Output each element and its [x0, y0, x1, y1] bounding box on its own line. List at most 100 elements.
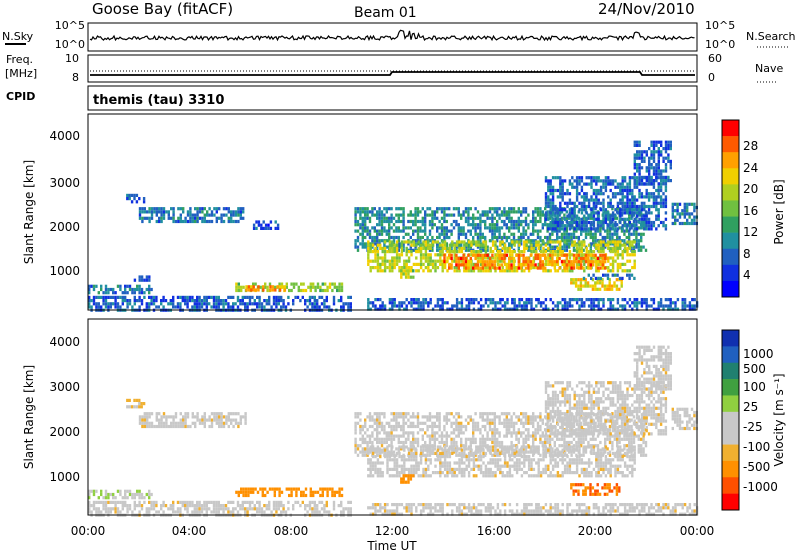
- velocity-cell: [457, 415, 460, 419]
- velocity-cell: [121, 500, 124, 504]
- velocity-cell: [308, 500, 312, 504]
- power-cell: [246, 302, 249, 306]
- power-cell: [506, 298, 509, 302]
- power-cell: [366, 210, 369, 214]
- power-cell: [570, 281, 573, 285]
- power-cell: [367, 250, 370, 254]
- power-cell: [645, 188, 648, 193]
- power-cell: [498, 229, 501, 233]
- power-cell: [549, 185, 552, 189]
- power-cell: [422, 269, 425, 273]
- power-cell: [155, 219, 158, 224]
- power-cell: [443, 216, 446, 220]
- power-cell: [640, 245, 643, 249]
- power-cell: [443, 229, 446, 233]
- power-cell: [126, 305, 129, 309]
- power-cell: [441, 301, 444, 305]
- power-cell: [524, 266, 528, 270]
- power-cell: [491, 298, 495, 302]
- power-cell: [508, 213, 511, 217]
- power-cell: [626, 273, 629, 277]
- power-cell: [635, 242, 638, 246]
- velocity-cell: [479, 450, 482, 454]
- power-cell: [616, 269, 620, 273]
- power-cell: [585, 217, 588, 221]
- power-cell: [571, 269, 574, 273]
- power-cell: [604, 208, 608, 212]
- power-cell: [172, 299, 175, 303]
- power-cell: [254, 288, 258, 292]
- power-cell: [371, 301, 375, 305]
- power-cell: [686, 212, 689, 216]
- power-cell: [424, 243, 428, 247]
- power-cell: [623, 217, 627, 221]
- power-cell: [403, 269, 406, 273]
- power-cell: [577, 287, 580, 291]
- velocity-cell: [208, 415, 211, 419]
- power-cell: [402, 245, 405, 249]
- power-cell: [640, 298, 644, 302]
- power-cell: [512, 223, 516, 227]
- velocity-cell: [282, 510, 285, 514]
- power-cell: [621, 304, 624, 308]
- power-cell: [402, 216, 405, 220]
- power-cell: [493, 216, 496, 220]
- power-cell: [669, 298, 672, 302]
- velocity-cell: [133, 492, 136, 497]
- power-cell: [667, 156, 670, 160]
- power-cell: [522, 210, 525, 214]
- power-cell: [215, 295, 218, 299]
- velocity-cell: [469, 418, 472, 422]
- power-cell: [633, 185, 636, 189]
- power-cell: [467, 307, 471, 311]
- power-cell: [364, 216, 367, 220]
- power-cell: [580, 301, 584, 305]
- velocity-cell: [354, 428, 357, 432]
- power-cell: [407, 272, 410, 276]
- power-cell: [252, 226, 256, 230]
- power-cell: [571, 298, 574, 302]
- power-cell: [361, 239, 364, 243]
- velocity-cell: [220, 415, 223, 419]
- power-cell: [280, 305, 283, 309]
- power-cell: [424, 256, 428, 260]
- velocity-cell: [124, 504, 127, 508]
- power-cell: [608, 229, 612, 233]
- power-cell: [635, 227, 639, 231]
- power-cell: [657, 208, 660, 212]
- power-cell: [337, 299, 340, 303]
- power-cell: [379, 307, 382, 311]
- power-cell: [356, 210, 360, 214]
- power-cell: [474, 263, 477, 267]
- power-cell: [443, 219, 446, 224]
- power-cell: [503, 246, 507, 250]
- power-cell: [599, 188, 603, 193]
- power-cell: [356, 219, 360, 224]
- power-cell: [283, 288, 287, 292]
- velocity-cell: [165, 415, 168, 419]
- power-cell: [577, 260, 580, 264]
- power-cell: [517, 210, 520, 214]
- power-cell: [549, 201, 552, 205]
- power-cell: [407, 259, 411, 263]
- power-cell: [376, 239, 379, 243]
- power-cell: [539, 229, 542, 233]
- velocity-cell: [256, 490, 260, 494]
- power-cell: [262, 226, 265, 230]
- power-cell: [479, 216, 482, 220]
- power-cell: [592, 217, 596, 221]
- velocity-cell: [445, 421, 448, 425]
- velocity-cell: [277, 500, 280, 504]
- power-cell: [664, 156, 668, 160]
- power-cell: [609, 201, 612, 205]
- nsearch-tick-top: 10^5: [705, 19, 735, 32]
- power-cell: [667, 159, 670, 163]
- power-cell: [578, 307, 581, 311]
- power-cell: [414, 219, 417, 224]
- power-cell: [405, 298, 408, 302]
- velocity-cell: [316, 490, 320, 494]
- power-cell: [92, 302, 96, 306]
- power-cell: [542, 250, 545, 254]
- power-cell: [126, 299, 129, 303]
- power-cell: [546, 248, 549, 252]
